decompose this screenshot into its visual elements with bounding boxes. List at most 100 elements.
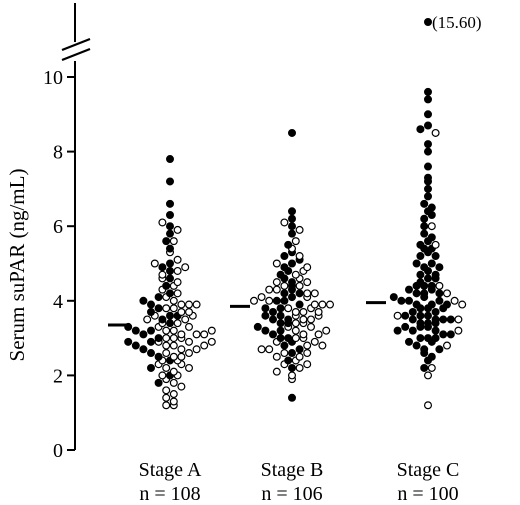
data-point-filled xyxy=(166,289,175,298)
data-point-filled xyxy=(446,315,455,324)
data-point-open xyxy=(435,281,444,290)
data-point-open xyxy=(158,270,167,279)
data-point-filled xyxy=(284,356,293,365)
data-point-filled xyxy=(393,326,402,335)
data-point-open xyxy=(177,330,186,339)
data-point-open xyxy=(177,345,186,354)
data-point-filled xyxy=(147,337,156,346)
data-point-filled xyxy=(154,352,163,361)
data-point-filled xyxy=(147,349,156,358)
data-point-open xyxy=(427,363,436,372)
data-point-filled xyxy=(408,326,417,335)
data-point-open xyxy=(200,330,209,339)
data-point-open xyxy=(431,240,440,249)
data-point-filled xyxy=(408,307,417,316)
data-point-filled xyxy=(427,233,436,242)
data-point-open xyxy=(458,300,467,309)
data-point-filled xyxy=(288,393,297,402)
data-point-filled xyxy=(420,229,429,238)
data-point-filled xyxy=(288,128,297,137)
data-point-filled xyxy=(166,274,175,283)
data-point-filled xyxy=(424,162,433,171)
data-point-open xyxy=(291,237,300,246)
y-tick-label: 10 xyxy=(43,67,63,89)
data-point-filled xyxy=(416,319,425,328)
data-point-filled xyxy=(269,307,278,316)
data-point-open xyxy=(291,326,300,335)
data-point-filled xyxy=(420,263,429,272)
data-point-filled xyxy=(412,341,421,350)
data-point-filled xyxy=(284,240,293,249)
data-point-filled xyxy=(420,345,429,354)
data-point-filled xyxy=(420,289,429,298)
data-point-filled xyxy=(420,214,429,223)
data-point-filled xyxy=(147,307,156,316)
data-point-filled xyxy=(276,319,285,328)
y-axis: 0 2 4 6 8 10 xyxy=(43,3,91,462)
data-point-open xyxy=(185,307,194,316)
outlier-point xyxy=(424,18,433,27)
data-point-filled xyxy=(424,334,433,343)
data-point-filled xyxy=(280,289,289,298)
data-point-open xyxy=(295,225,304,234)
data-point-open xyxy=(443,289,452,298)
data-point-open xyxy=(303,360,312,369)
data-point-filled xyxy=(166,211,175,220)
data-point-filled xyxy=(295,345,304,354)
data-point-open xyxy=(291,307,300,316)
data-point-open xyxy=(291,334,300,343)
data-point-open xyxy=(185,363,194,372)
data-point-open xyxy=(185,300,194,309)
category-n-label: n = 100 xyxy=(397,483,458,505)
data-point-filled xyxy=(261,311,270,320)
data-point-filled xyxy=(288,293,297,302)
data-point-open xyxy=(272,367,281,376)
data-point-open xyxy=(143,315,152,324)
data-point-open xyxy=(450,296,459,305)
data-point-filled xyxy=(280,252,289,261)
data-point-open xyxy=(250,296,259,305)
data-point-open xyxy=(177,300,186,309)
data-point-filled xyxy=(166,229,175,238)
data-point-filled xyxy=(412,300,421,309)
category-label: Stage C xyxy=(397,459,460,481)
data-point-open xyxy=(169,304,178,313)
data-point-filled xyxy=(416,270,425,279)
data-point-open xyxy=(169,326,178,335)
data-point-filled xyxy=(276,304,285,313)
data-point-open xyxy=(173,289,182,298)
data-point-filled xyxy=(253,322,262,331)
data-point-filled xyxy=(269,330,278,339)
data-point-open xyxy=(299,315,308,324)
data-point-open xyxy=(158,371,167,380)
data-point-filled xyxy=(131,326,140,335)
data-point-filled xyxy=(139,296,148,305)
data-point-filled xyxy=(424,121,433,130)
data-point-filled xyxy=(427,300,436,309)
data-point-open xyxy=(158,218,167,227)
data-point-filled xyxy=(166,177,175,186)
y-tick-label: 8 xyxy=(53,142,63,164)
data-point-open xyxy=(310,289,319,298)
data-point-filled xyxy=(424,87,433,96)
data-point-filled xyxy=(439,330,448,339)
category-n-label: n = 106 xyxy=(261,483,322,505)
data-point-filled xyxy=(276,326,285,335)
data-point-filled xyxy=(401,322,410,331)
data-point-filled xyxy=(405,337,414,346)
data-point-filled xyxy=(424,184,433,193)
data-point-open xyxy=(307,322,316,331)
data-point-filled xyxy=(139,345,148,354)
data-point-filled xyxy=(431,307,440,316)
data-point-filled xyxy=(284,334,293,343)
data-point-open xyxy=(310,300,319,309)
data-point-filled xyxy=(139,330,148,339)
data-point-filled xyxy=(154,378,163,387)
data-point-open xyxy=(192,330,201,339)
data-point-filled xyxy=(276,311,285,320)
data-point-open xyxy=(303,289,312,298)
data-point-filled xyxy=(416,240,425,249)
data-point-open xyxy=(424,371,433,380)
data-point-filled xyxy=(416,125,425,134)
data-point-open xyxy=(162,326,171,335)
